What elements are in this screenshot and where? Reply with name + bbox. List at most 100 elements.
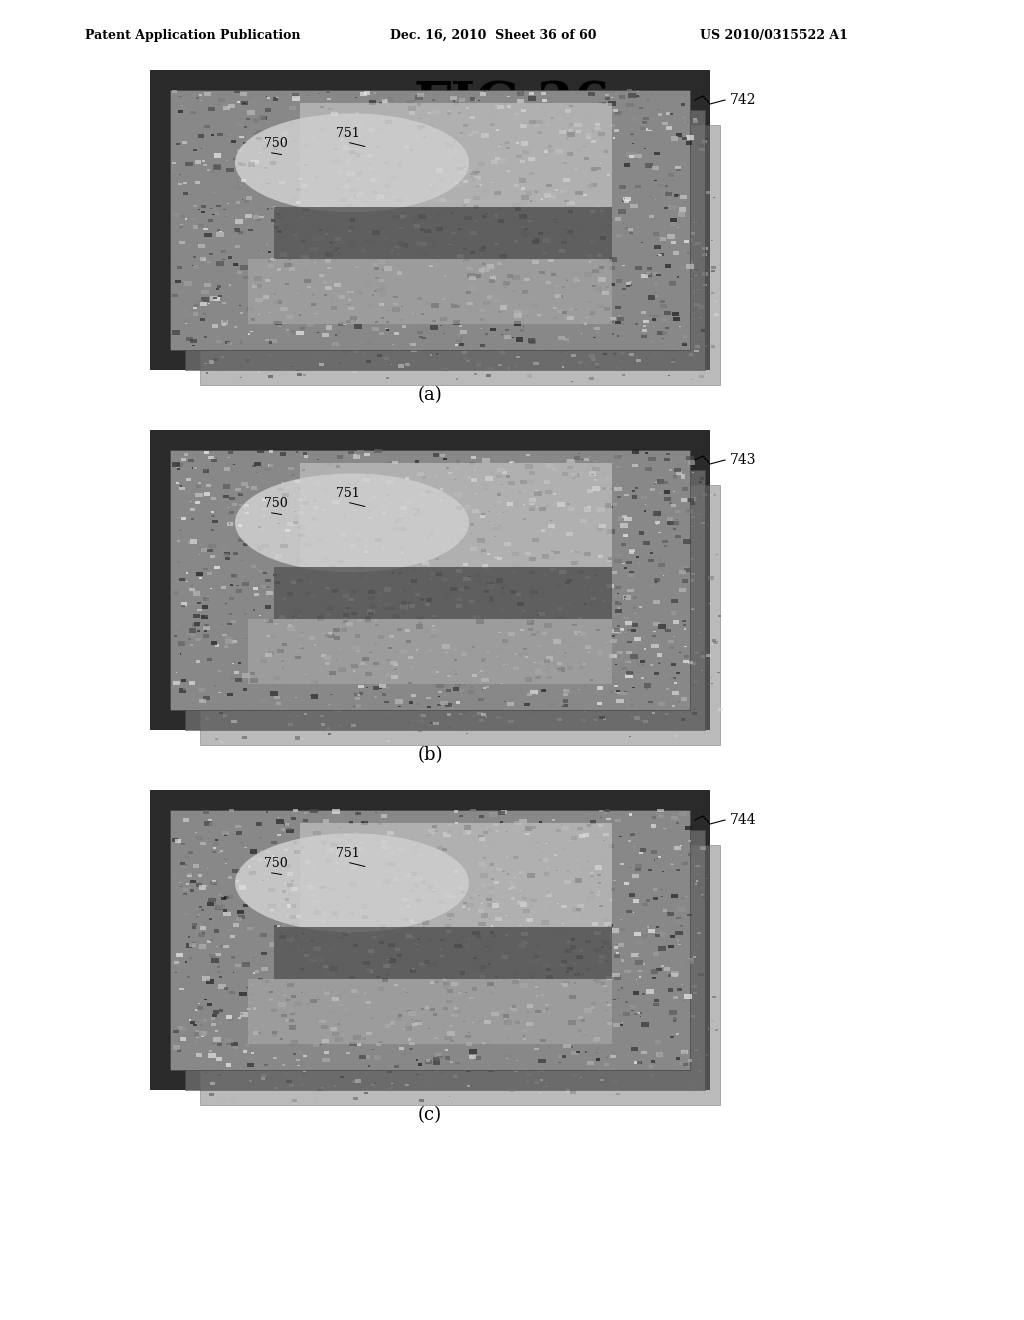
Bar: [607, 859, 611, 862]
Bar: [659, 347, 666, 350]
Bar: [339, 1005, 342, 1006]
Bar: [345, 541, 350, 544]
Bar: [582, 896, 588, 900]
Bar: [557, 663, 562, 665]
Bar: [630, 572, 634, 574]
Bar: [573, 968, 577, 969]
Bar: [416, 180, 420, 181]
Bar: [457, 954, 461, 957]
Bar: [507, 1008, 510, 1010]
Bar: [430, 533, 432, 535]
Bar: [392, 583, 395, 585]
Bar: [437, 165, 443, 169]
Bar: [191, 927, 197, 929]
Bar: [238, 520, 241, 523]
Bar: [372, 945, 375, 946]
Bar: [295, 480, 300, 483]
Bar: [706, 191, 711, 194]
Bar: [609, 267, 615, 271]
Bar: [203, 597, 209, 601]
Bar: [660, 305, 667, 309]
Bar: [348, 231, 350, 232]
Bar: [310, 618, 313, 619]
Bar: [604, 1063, 608, 1065]
Bar: [205, 705, 208, 708]
Bar: [518, 292, 522, 294]
Bar: [681, 878, 685, 880]
Bar: [381, 846, 387, 849]
Bar: [675, 735, 678, 737]
Bar: [577, 908, 581, 911]
Bar: [586, 962, 588, 964]
Bar: [544, 150, 548, 153]
Bar: [531, 634, 536, 636]
Bar: [657, 183, 664, 187]
Bar: [327, 606, 334, 610]
Bar: [345, 500, 351, 504]
Bar: [404, 178, 408, 180]
Bar: [553, 492, 556, 495]
Bar: [561, 916, 565, 919]
Bar: [261, 968, 265, 970]
Bar: [534, 503, 538, 506]
Bar: [685, 895, 688, 898]
Bar: [481, 133, 489, 139]
Bar: [375, 624, 379, 627]
Bar: [548, 866, 551, 869]
Bar: [204, 491, 208, 494]
Bar: [542, 140, 547, 143]
Bar: [348, 450, 354, 454]
Bar: [671, 136, 678, 141]
Bar: [596, 304, 603, 308]
Bar: [303, 713, 307, 715]
Bar: [494, 880, 499, 884]
Bar: [216, 371, 221, 374]
Bar: [490, 925, 494, 927]
Bar: [517, 488, 521, 491]
Bar: [543, 993, 546, 994]
Bar: [474, 176, 480, 180]
Bar: [398, 858, 402, 861]
Bar: [665, 968, 671, 972]
Bar: [376, 975, 380, 978]
Bar: [478, 1031, 481, 1032]
Bar: [683, 624, 686, 626]
Bar: [276, 272, 279, 273]
Bar: [482, 302, 484, 304]
Bar: [647, 927, 650, 928]
Bar: [230, 583, 232, 586]
Bar: [276, 702, 282, 705]
Bar: [347, 309, 350, 312]
Bar: [655, 911, 659, 912]
Bar: [670, 863, 673, 865]
Bar: [676, 821, 679, 824]
Bar: [372, 982, 378, 986]
Bar: [684, 942, 686, 944]
Bar: [421, 882, 425, 883]
Bar: [511, 991, 514, 994]
Bar: [659, 701, 664, 704]
Bar: [575, 191, 583, 195]
Bar: [394, 644, 398, 647]
Bar: [343, 550, 347, 553]
Bar: [629, 892, 636, 896]
Bar: [357, 297, 361, 300]
Bar: [349, 226, 354, 228]
Bar: [275, 554, 283, 558]
Bar: [251, 486, 257, 490]
Bar: [561, 904, 567, 908]
Bar: [319, 243, 324, 246]
Bar: [513, 564, 521, 568]
Bar: [535, 669, 542, 673]
Bar: [572, 1074, 577, 1077]
Bar: [261, 850, 265, 853]
Bar: [565, 631, 569, 634]
Bar: [237, 589, 242, 593]
Bar: [389, 635, 394, 638]
Bar: [370, 231, 373, 234]
Bar: [421, 335, 426, 338]
Bar: [223, 945, 228, 948]
Bar: [350, 185, 353, 187]
Bar: [437, 191, 440, 194]
Bar: [398, 1014, 402, 1016]
